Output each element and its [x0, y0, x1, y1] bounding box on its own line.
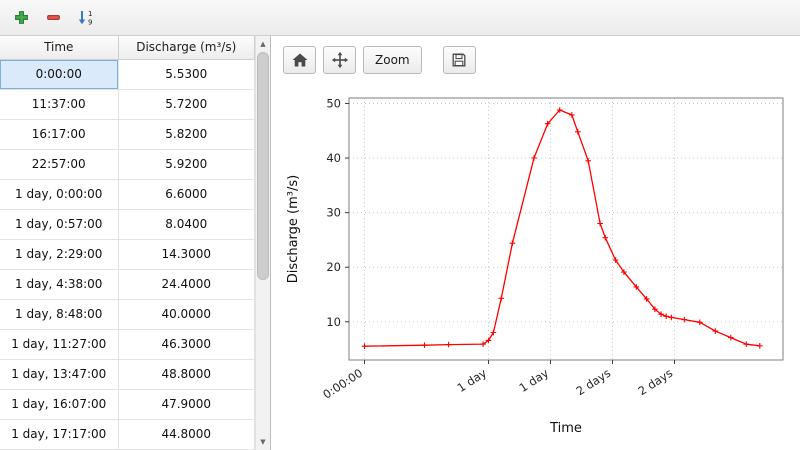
- time-cell[interactable]: 11:37:00: [0, 88, 119, 120]
- column-header-time[interactable]: Time: [0, 36, 119, 60]
- home-button[interactable]: [283, 46, 316, 74]
- table-row: 1 day, 13:47:00 48.8000: [0, 358, 255, 390]
- discharge-cell[interactable]: 6.6000: [118, 178, 255, 210]
- pan-button[interactable]: [323, 46, 356, 74]
- chart-canvas[interactable]: 0:00:00 1 day 1 day 2 days 2 days 10 20 30 40 50 T…: [281, 80, 799, 448]
- hydrograph-chart[interactable]: 0:00:00 1 day 1 day 2 days 2 days 10 20 30 40 50 T…: [281, 80, 800, 450]
- table-row: 1 day, 8:48:00 40.0000: [0, 298, 255, 330]
- timeseries-table-wrap: Time Discharge (m³/s) 0:00:00 5.5300 11:37…: [0, 36, 255, 450]
- svg-text:30: 30: [326, 206, 341, 220]
- discharge-cell[interactable]: 8.0400: [118, 208, 255, 240]
- table-row: 1 day, 2:29:00 14.3000: [0, 238, 255, 270]
- svg-text:1: 1: [88, 10, 92, 18]
- svg-text:40: 40: [326, 151, 341, 165]
- time-cell[interactable]: 1 day, 0:57:00: [0, 208, 119, 240]
- svg-text:20: 20: [326, 260, 341, 274]
- svg-text:2 days: 2 days: [636, 366, 676, 399]
- time-cell[interactable]: 1 day, 17:17:00: [0, 418, 119, 450]
- plus-icon: [14, 11, 28, 24]
- timeseries-table: Time Discharge (m³/s) 0:00:00 5.5300 11:37…: [0, 36, 255, 450]
- table-row: 22:57:00 5.9200: [0, 148, 255, 180]
- table-row: 11:37:00 5.7200: [0, 88, 255, 120]
- minus-icon: [46, 15, 60, 20]
- svg-text:0:00:00: 0:00:00: [320, 366, 365, 402]
- discharge-cell[interactable]: 44.8000: [118, 418, 255, 450]
- zoom-button[interactable]: Zoom: [363, 46, 422, 74]
- scrollbar-thumb[interactable]: [257, 52, 269, 280]
- time-cell[interactable]: 22:57:00: [0, 148, 119, 180]
- discharge-cell[interactable]: 5.7200: [118, 88, 255, 120]
- sort-ascending-icon: 1 9: [78, 10, 92, 27]
- discharge-cell[interactable]: 5.9200: [118, 148, 255, 180]
- svg-text:1 day: 1 day: [455, 366, 490, 395]
- chart-panel: Zoom 0:00:00 1 day 1 day 2 days 2 days 10 20 30…: [271, 36, 800, 450]
- svg-text:10: 10: [326, 315, 341, 329]
- column-header-discharge[interactable]: Discharge (m³/s): [117, 36, 255, 60]
- table-header-row: Time Discharge (m³/s): [0, 36, 255, 60]
- time-cell[interactable]: 1 day, 13:47:00: [0, 358, 119, 390]
- discharge-cell[interactable]: 5.8200: [118, 118, 255, 150]
- time-cell[interactable]: 1 day, 0:00:00: [0, 178, 119, 210]
- discharge-cell[interactable]: 40.0000: [118, 298, 255, 330]
- table-row: 1 day, 11:27:00 46.3000: [0, 328, 255, 360]
- discharge-cell[interactable]: 5.5300: [118, 58, 255, 90]
- plot-toolbar: Zoom: [281, 42, 800, 80]
- table-row: 1 day, 16:07:00 47.9000: [0, 388, 255, 420]
- table-row: 1 day, 0:57:00 8.0400: [0, 208, 255, 240]
- svg-text:1 day: 1 day: [517, 366, 552, 395]
- time-cell[interactable]: 1 day, 11:27:00: [0, 328, 119, 360]
- sort-button[interactable]: 1 9: [72, 5, 98, 31]
- table-row: 1 day, 17:17:00 44.8000: [0, 418, 255, 450]
- time-cell[interactable]: 16:17:00: [0, 118, 119, 150]
- discharge-cell[interactable]: 47.9000: [118, 388, 255, 420]
- time-cell[interactable]: 1 day, 4:38:00: [0, 268, 119, 300]
- table-row: 1 day, 4:38:00 24.4000: [0, 268, 255, 300]
- discharge-cell[interactable]: 24.4000: [118, 268, 255, 300]
- move-icon: [331, 51, 348, 69]
- svg-text:2 days: 2 days: [574, 366, 614, 399]
- timeseries-table-panel: Time Discharge (m³/s) 0:00:00 5.5300 11:37…: [0, 36, 271, 450]
- remove-row-button[interactable]: [40, 5, 66, 31]
- svg-text:9: 9: [88, 19, 92, 27]
- svg-text:Discharge (m³/s): Discharge (m³/s): [286, 175, 301, 283]
- discharge-cell[interactable]: 14.3000: [118, 238, 255, 270]
- table-row: 0:00:00 5.5300: [0, 58, 255, 90]
- table-row: 16:17:00 5.8200: [0, 118, 255, 150]
- table-scrollbar[interactable]: ▲ ▼: [255, 36, 270, 450]
- time-cell[interactable]: 0:00:00: [0, 58, 119, 90]
- svg-text:50: 50: [326, 97, 341, 111]
- scroll-up-arrow[interactable]: ▲: [260, 40, 266, 48]
- main-toolbar: 1 9: [0, 0, 800, 36]
- table-row: 1 day, 0:00:00 6.6000: [0, 178, 255, 210]
- discharge-cell[interactable]: 46.3000: [118, 328, 255, 360]
- discharge-cell[interactable]: 48.8000: [118, 358, 255, 390]
- time-cell[interactable]: 1 day, 8:48:00: [0, 298, 119, 330]
- svg-text:Time: Time: [549, 421, 582, 436]
- home-icon: [292, 53, 307, 67]
- save-button[interactable]: [442, 46, 476, 74]
- scroll-down-arrow[interactable]: ▼: [260, 438, 266, 446]
- time-cell[interactable]: 1 day, 2:29:00: [0, 238, 119, 270]
- add-row-button[interactable]: [8, 5, 34, 31]
- save-icon: [452, 53, 466, 67]
- main-content: Time Discharge (m³/s) 0:00:00 5.5300 11:37…: [0, 36, 800, 450]
- time-cell[interactable]: 1 day, 16:07:00: [0, 388, 119, 420]
